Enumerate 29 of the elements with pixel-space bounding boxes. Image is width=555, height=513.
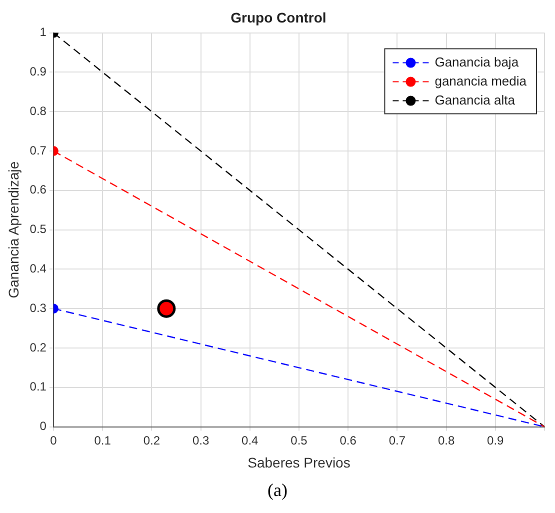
legend-label: Ganancia baja: [434, 54, 520, 70]
x-tick-label: 0.2: [143, 433, 160, 448]
x-tick-label: 0.6: [340, 433, 357, 448]
x-tick-label: 0.3: [192, 433, 210, 448]
legend-label: ganancia media: [434, 73, 528, 88]
y-tick-label: 0.7: [30, 143, 47, 158]
x-tick-label: 0.9: [487, 433, 504, 448]
y-tick-label: 0.3: [30, 300, 47, 315]
x-tick-label: 0.4: [242, 433, 259, 448]
legend-label: Ganancia alta: [434, 92, 516, 108]
y-tick-label: 0.2: [30, 340, 47, 354]
y-tick-label: 0.8: [30, 104, 47, 118]
point: [157, 299, 176, 318]
x-tick-label: 0.7: [388, 433, 406, 448]
y-axis-title: Ganancia Aprendizaje: [5, 161, 22, 298]
y-tick-label: 0.5: [30, 222, 47, 236]
y-tick-label: 0: [40, 419, 47, 434]
y-tick-label: 0.6: [30, 182, 47, 197]
x-axis-title: Saberes Previos: [248, 454, 350, 470]
y-tick-label: 0.4: [30, 262, 47, 276]
y-tick-label: 0.1: [30, 380, 47, 394]
chart-title: Grupo Control: [230, 9, 326, 26]
x-tick-label: 0: [50, 433, 58, 448]
x-tick-label: 0.1: [94, 433, 112, 448]
x-tick-label: 0.8: [438, 433, 455, 448]
y-tick-label: 1: [40, 25, 47, 40]
text: (a): [266, 480, 288, 501]
x-tick-label: 0.5: [290, 433, 308, 448]
y-tick-label: 0.9: [30, 64, 47, 79]
